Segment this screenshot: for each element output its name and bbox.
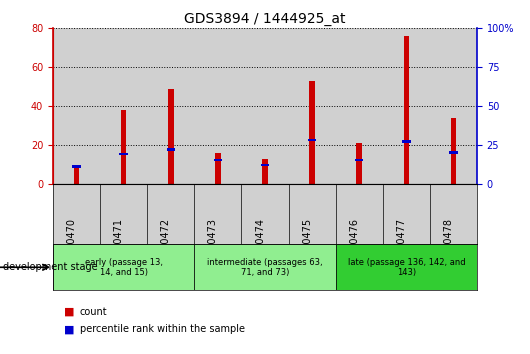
- Bar: [430, 28, 477, 184]
- Bar: [383, 28, 430, 184]
- Bar: [195, 28, 242, 184]
- Bar: [242, 28, 288, 184]
- Bar: [147, 28, 195, 184]
- Bar: [100, 28, 147, 184]
- Bar: [450, 118, 456, 184]
- Bar: [335, 28, 383, 184]
- Bar: [168, 89, 174, 184]
- Text: development stage: development stage: [3, 262, 98, 272]
- Bar: [119, 153, 128, 155]
- Text: count: count: [80, 307, 107, 316]
- Bar: [166, 148, 175, 150]
- Bar: [335, 244, 477, 290]
- Bar: [53, 28, 100, 184]
- Text: intermediate (passages 63,
71, and 73): intermediate (passages 63, 71, and 73): [207, 258, 323, 277]
- Bar: [288, 28, 335, 184]
- Bar: [402, 141, 411, 143]
- Bar: [72, 165, 81, 168]
- Bar: [214, 159, 222, 161]
- Bar: [449, 152, 458, 154]
- Title: GDS3894 / 1444925_at: GDS3894 / 1444925_at: [184, 12, 346, 26]
- Bar: [195, 244, 335, 290]
- Bar: [308, 139, 316, 141]
- Bar: [355, 159, 364, 161]
- Text: ■: ■: [64, 307, 74, 316]
- Bar: [356, 143, 362, 184]
- Text: late (passage 136, 142, and
143): late (passage 136, 142, and 143): [348, 258, 465, 277]
- Text: early (passage 13,
14, and 15): early (passage 13, 14, and 15): [85, 258, 163, 277]
- Bar: [121, 110, 127, 184]
- Text: percentile rank within the sample: percentile rank within the sample: [80, 324, 244, 334]
- Bar: [53, 244, 195, 290]
- Bar: [74, 165, 79, 184]
- Bar: [403, 36, 409, 184]
- Bar: [310, 81, 315, 184]
- Text: ■: ■: [64, 324, 74, 334]
- Bar: [261, 164, 269, 166]
- Bar: [215, 153, 220, 184]
- Bar: [262, 159, 268, 184]
